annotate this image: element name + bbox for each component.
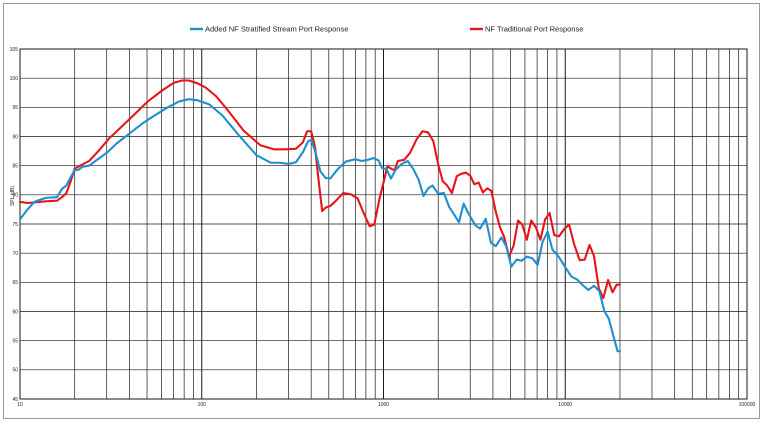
y-tick-label: 85 [12, 163, 18, 169]
y-axis-label: SPL (dB) [10, 186, 16, 206]
x-tick-label: 100000 [739, 402, 756, 408]
y-tick-label: 50 [12, 368, 18, 374]
legend: Added NF Stratified Stream Port Response… [190, 25, 583, 34]
frequency-response-chart: Added NF Stratified Stream Port Response… [10, 25, 756, 409]
y-tick-label: 45 [12, 397, 18, 403]
y-tick-label: 80 [12, 193, 18, 199]
series-lines [18, 79, 622, 353]
series-line-traditional [18, 79, 622, 300]
y-tick-label: 70 [12, 251, 18, 257]
x-tick-label: 100 [198, 402, 207, 408]
y-tick-label: 55 [12, 338, 18, 344]
chart-frame: Added NF Stratified Stream Port Response… [3, 3, 760, 419]
y-tick-label: 60 [12, 309, 18, 315]
x-tick-labels: 10 100 1000 10000 100000 [17, 402, 755, 408]
y-tick-label: 75 [12, 222, 18, 228]
y-tick-labels: 45 50 55 60 65 70 75 80 85 90 95 100 105 [10, 47, 19, 403]
legend-label-traditional: NF Traditional Port Response [485, 25, 583, 34]
series-line-stratified [18, 98, 622, 353]
grid [19, 48, 748, 400]
y-tick-label: 105 [10, 47, 19, 53]
y-tick-label: 90 [12, 134, 18, 140]
y-tick-label: 100 [10, 76, 19, 82]
y-tick-label: 95 [12, 105, 18, 111]
x-tick-label: 10 [17, 402, 23, 408]
x-tick-label: 10000 [558, 402, 572, 408]
legend-label-stratified: Added NF Stratified Stream Port Response [205, 25, 348, 34]
y-tick-label: 65 [12, 280, 18, 286]
x-tick-label: 1000 [378, 402, 389, 408]
